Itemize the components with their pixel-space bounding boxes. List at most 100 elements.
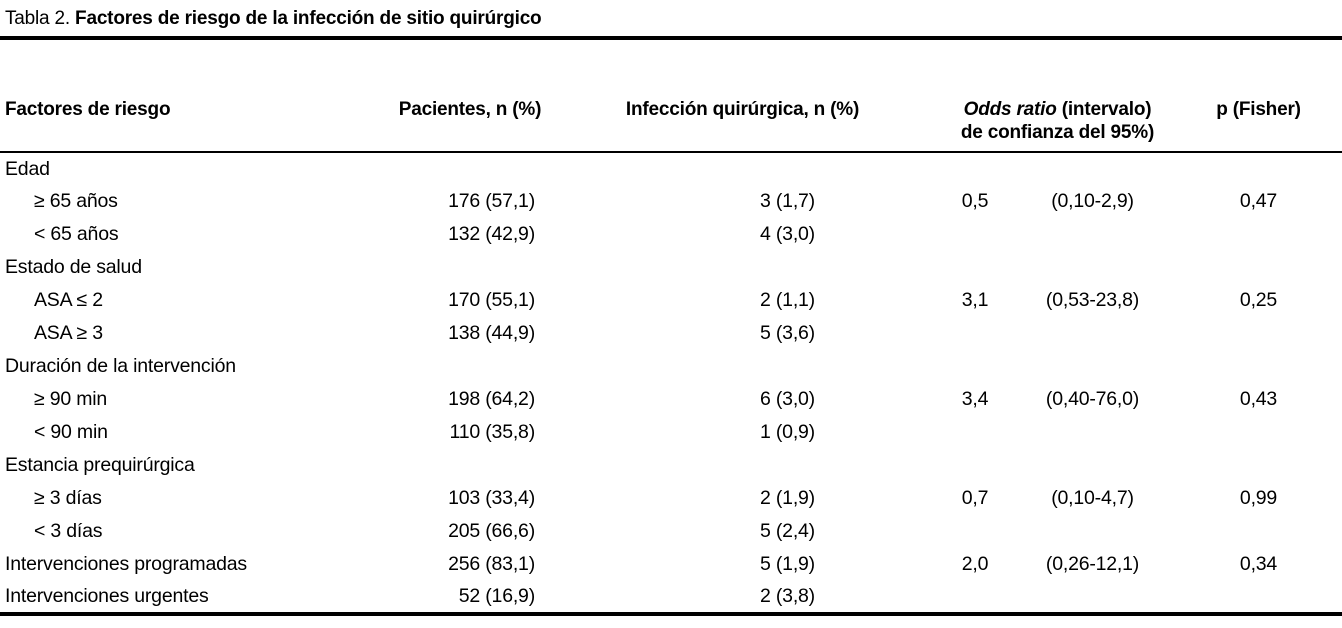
cell-odds-ratio xyxy=(940,350,1010,383)
cell-odds-ratio: 3,1 xyxy=(961,289,989,311)
cell-factor: ≥ 90 min xyxy=(34,388,108,410)
table-row: < 3 días 205 (66,6) 5 (2,4) xyxy=(0,515,1342,548)
cell-infection: 4 (3,0) xyxy=(760,223,815,245)
cell-confidence-interval: (0,10-4,7) xyxy=(1051,487,1134,509)
cell-infection: 2 (1,1) xyxy=(760,289,815,311)
cell-confidence-interval: (0,53-23,8) xyxy=(1045,289,1140,311)
cell-odds-ratio: 3,4 xyxy=(961,388,989,410)
cell-confidence-interval xyxy=(1010,251,1175,284)
cell-p-value: 0,43 xyxy=(1239,388,1278,410)
cell-factor: Estancia prequirúrgica xyxy=(5,454,195,476)
cell-infection: 2 (1,9) xyxy=(760,487,815,509)
cell-confidence-interval: (0,26-12,1) xyxy=(1045,553,1140,575)
cell-factor: ≥ 65 años xyxy=(34,190,118,212)
cell-odds-ratio: 2,0 xyxy=(961,553,989,575)
cell-infection: 3 (1,7) xyxy=(760,190,815,212)
cell-factor: ≥ 3 días xyxy=(34,487,102,509)
cell-infection: 5 (3,6) xyxy=(760,322,815,344)
cell-factor: ASA ≤ 2 xyxy=(34,289,103,311)
cell-patients: 256 (83,1) xyxy=(448,553,535,575)
cell-confidence-interval xyxy=(1010,317,1175,350)
cell-patients xyxy=(395,152,545,185)
table-row-group-estado-de-salud: Estado de salud xyxy=(0,251,1342,284)
table-row: ≥ 90 min 198 (64,2) 6 (3,0) 3,4 (0,40-76… xyxy=(0,383,1342,416)
cell-infection: 2 (3,8) xyxy=(545,581,940,616)
cell-patients: 176 (57,1) xyxy=(448,190,535,212)
table-title: Tabla 2. Factores de riesgo de la infecc… xyxy=(0,0,1342,40)
column-header-factor: Factores de riesgo xyxy=(0,40,395,153)
cell-odds-ratio xyxy=(940,317,1010,350)
cell-factor: ASA ≥ 3 xyxy=(34,322,103,344)
cell-odds-ratio xyxy=(940,152,1010,185)
cell-p-value xyxy=(1175,251,1342,284)
table-row: ASA ≥ 3 138 (44,9) 5 (3,6) xyxy=(0,317,1342,350)
risk-factors-table: Factores de riesgo Pacientes, n (%) Infe… xyxy=(0,40,1342,616)
odds-ratio-header-line2: de confianza del 95%) xyxy=(960,122,1155,143)
cell-infection: 1 (0,9) xyxy=(760,421,815,443)
cell-p-value xyxy=(1175,416,1342,449)
cell-p-value: 0,99 xyxy=(1239,487,1278,509)
cell-factor: Intervenciones programadas xyxy=(5,553,247,575)
cell-factor: Intervenciones urgentes xyxy=(0,581,395,616)
column-header-patients: Pacientes, n (%) xyxy=(395,40,545,153)
cell-odds-ratio xyxy=(940,515,1010,548)
cell-infection: 6 (3,0) xyxy=(760,388,815,410)
table-row: Intervenciones programadas 256 (83,1) 5 … xyxy=(0,548,1342,581)
cell-confidence-interval xyxy=(1010,581,1175,616)
cell-patients: 52 (16,9) xyxy=(395,581,545,616)
table-row-group-estancia: Estancia prequirúrgica xyxy=(0,449,1342,482)
cell-infection: 5 (1,9) xyxy=(760,553,815,575)
cell-odds-ratio xyxy=(940,449,1010,482)
table-row: < 90 min 110 (35,8) 1 (0,9) xyxy=(0,416,1342,449)
cell-factor: Duración de la intervención xyxy=(5,355,236,377)
cell-p-value xyxy=(1175,350,1342,383)
cell-infection: 5 (2,4) xyxy=(760,520,815,542)
cell-confidence-interval xyxy=(1010,350,1175,383)
odds-ratio-header-italic: Odds ratio xyxy=(963,99,1057,120)
cell-patients: 138 (44,9) xyxy=(448,322,535,344)
cell-confidence-interval: (0,40-76,0) xyxy=(1045,388,1140,410)
cell-factor: < 3 días xyxy=(34,520,103,542)
cell-p-value: 0,47 xyxy=(1239,190,1278,212)
cell-p-value xyxy=(1175,152,1342,185)
cell-p-value xyxy=(1175,515,1342,548)
column-header-odds-ratio: Odds ratio (intervalo) de confianza del … xyxy=(940,40,1175,153)
cell-factor: Estado de salud xyxy=(5,256,142,278)
table-row: < 65 años 132 (42,9) 4 (3,0) xyxy=(0,218,1342,251)
cell-patients: 170 (55,1) xyxy=(448,289,535,311)
cell-odds-ratio xyxy=(940,218,1010,251)
header-row: Factores de riesgo Pacientes, n (%) Infe… xyxy=(0,40,1342,153)
cell-confidence-interval xyxy=(1010,515,1175,548)
column-header-infection: Infección quirúrgica, n (%) xyxy=(545,40,940,153)
odds-ratio-header-line1: Odds ratio (intervalo) xyxy=(964,99,1152,120)
column-header-p-fisher: p (Fisher) xyxy=(1175,40,1342,153)
cell-patients: 205 (66,6) xyxy=(448,520,535,542)
cell-p-value xyxy=(1175,218,1342,251)
table-row: Intervenciones urgentes 52 (16,9) 2 (3,8… xyxy=(0,581,1342,616)
cell-infection xyxy=(545,251,940,284)
table-row-group-duracion: Duración de la intervención xyxy=(0,350,1342,383)
cell-patients: 103 (33,4) xyxy=(448,487,535,509)
cell-odds-ratio xyxy=(940,581,1010,616)
cell-infection xyxy=(545,350,940,383)
cell-odds-ratio xyxy=(940,251,1010,284)
table-title-text: Factores de riesgo de la infección de si… xyxy=(75,8,542,29)
cell-patients xyxy=(395,251,545,284)
cell-odds-ratio xyxy=(940,416,1010,449)
cell-confidence-interval xyxy=(1010,416,1175,449)
odds-ratio-header-rest: (intervalo) xyxy=(1061,99,1152,120)
cell-infection xyxy=(545,152,940,185)
cell-p-value xyxy=(1175,581,1342,616)
cell-p-value xyxy=(1175,449,1342,482)
cell-confidence-interval: (0,10-2,9) xyxy=(1051,190,1134,212)
cell-confidence-interval xyxy=(1010,449,1175,482)
cell-odds-ratio: 0,5 xyxy=(961,190,989,212)
table-row: ≥ 3 días 103 (33,4) 2 (1,9) 0,7 (0,10-4,… xyxy=(0,482,1342,515)
cell-factor: Edad xyxy=(5,157,50,180)
cell-confidence-interval xyxy=(1010,218,1175,251)
cell-infection xyxy=(545,449,940,482)
cell-odds-ratio: 0,7 xyxy=(961,487,989,509)
cell-factor: < 65 años xyxy=(34,223,119,245)
cell-p-value: 0,25 xyxy=(1239,289,1278,311)
